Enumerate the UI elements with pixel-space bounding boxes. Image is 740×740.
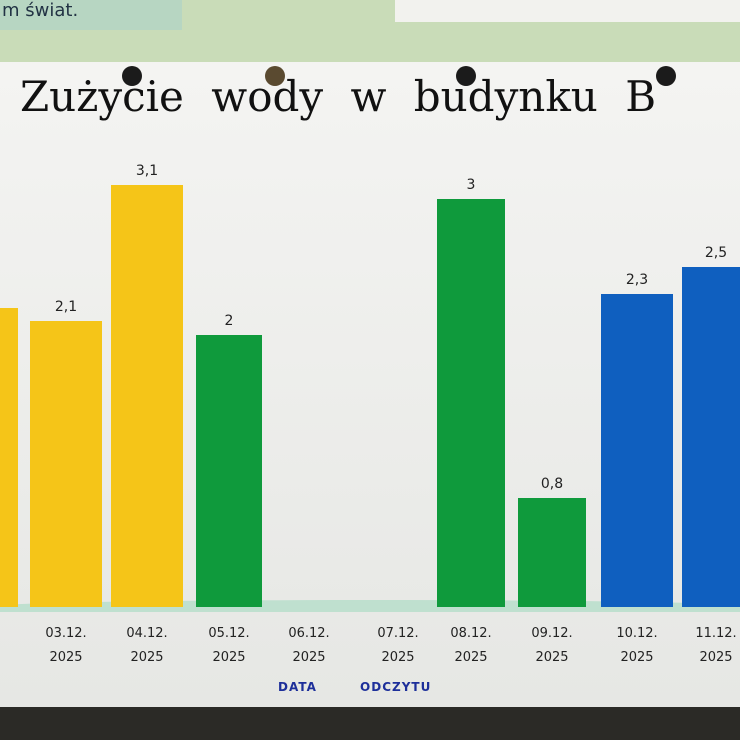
paper-note: [395, 0, 740, 22]
data-label: 2,3: [625, 272, 649, 289]
data-label: 2,1: [54, 299, 78, 316]
x-tick-label: 09.12. 2025: [531, 626, 573, 665]
bar: [682, 267, 740, 607]
data-label: 0,8: [540, 476, 564, 493]
bar: [0, 307, 18, 607]
data-label: 3,1: [135, 163, 159, 180]
pin: [656, 66, 676, 86]
bar: [111, 185, 183, 607]
x-tick-label: 04.12. 2025: [126, 626, 168, 665]
x-tick-label: 05.12. 2025: [208, 626, 250, 665]
x-tick-label: 07.12. 2025: [377, 626, 419, 665]
x-tick-label: 11.12. 2025: [695, 626, 737, 665]
pin: [456, 66, 476, 86]
x-tick-label: 08.12. 2025: [450, 626, 492, 665]
bar: [30, 321, 102, 607]
bar: [196, 335, 262, 607]
data-label: 3: [466, 177, 476, 193]
pin: [122, 66, 142, 86]
data-label: 2,5: [704, 245, 728, 261]
chart: Zużycie wody w budynku B DATA ODCZYTU 03…: [0, 62, 740, 707]
bar: [518, 498, 586, 607]
x-tick-label: 03.12. 2025: [45, 626, 87, 665]
x-tick-label: 10.12. 2025: [616, 626, 658, 665]
chart-title: Zużycie wody w budynku B: [20, 72, 657, 121]
poster-fragment: m świat.: [0, 0, 182, 30]
x-tick-label: 06.12. 2025: [288, 626, 330, 665]
x-axis-label: DATA ODCZYTU: [278, 680, 432, 694]
pin: [265, 66, 285, 86]
bar: [601, 294, 673, 607]
data-label: 2: [224, 313, 234, 329]
bar: [437, 199, 505, 607]
